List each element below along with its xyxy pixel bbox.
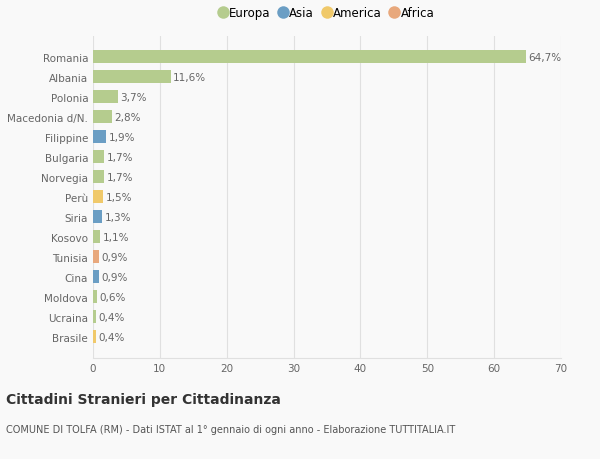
- Text: 11,6%: 11,6%: [173, 73, 206, 83]
- Bar: [93, 51, 526, 64]
- Text: Cittadini Stranieri per Cittadinanza: Cittadini Stranieri per Cittadinanza: [6, 392, 281, 406]
- Bar: [93, 131, 106, 144]
- Bar: [93, 231, 100, 244]
- Bar: [93, 171, 104, 184]
- Text: 1,3%: 1,3%: [104, 213, 131, 222]
- Bar: [93, 251, 99, 263]
- Bar: [93, 71, 170, 84]
- Bar: [93, 91, 118, 104]
- Text: 0,9%: 0,9%: [101, 252, 128, 262]
- Text: 64,7%: 64,7%: [528, 53, 562, 63]
- Text: 1,9%: 1,9%: [109, 133, 135, 143]
- Text: 0,6%: 0,6%: [100, 292, 126, 302]
- Text: 1,5%: 1,5%: [106, 192, 132, 202]
- Text: 1,7%: 1,7%: [107, 173, 134, 182]
- Bar: [93, 311, 95, 324]
- Bar: [93, 191, 103, 204]
- Text: 1,1%: 1,1%: [103, 232, 130, 242]
- Bar: [93, 151, 104, 164]
- Text: 0,4%: 0,4%: [98, 312, 125, 322]
- Bar: [93, 111, 112, 124]
- Bar: [93, 271, 99, 284]
- Bar: [93, 330, 95, 343]
- Text: COMUNE DI TOLFA (RM) - Dati ISTAT al 1° gennaio di ogni anno - Elaborazione TUTT: COMUNE DI TOLFA (RM) - Dati ISTAT al 1° …: [6, 425, 455, 435]
- Text: 2,8%: 2,8%: [115, 112, 141, 123]
- Bar: [93, 291, 97, 303]
- Text: 0,9%: 0,9%: [101, 272, 128, 282]
- Text: 0,4%: 0,4%: [98, 332, 125, 342]
- Text: 1,7%: 1,7%: [107, 152, 134, 162]
- Bar: [93, 211, 101, 224]
- Text: 3,7%: 3,7%: [121, 93, 147, 103]
- Legend: Europa, Asia, America, Africa: Europa, Asia, America, Africa: [215, 2, 439, 24]
